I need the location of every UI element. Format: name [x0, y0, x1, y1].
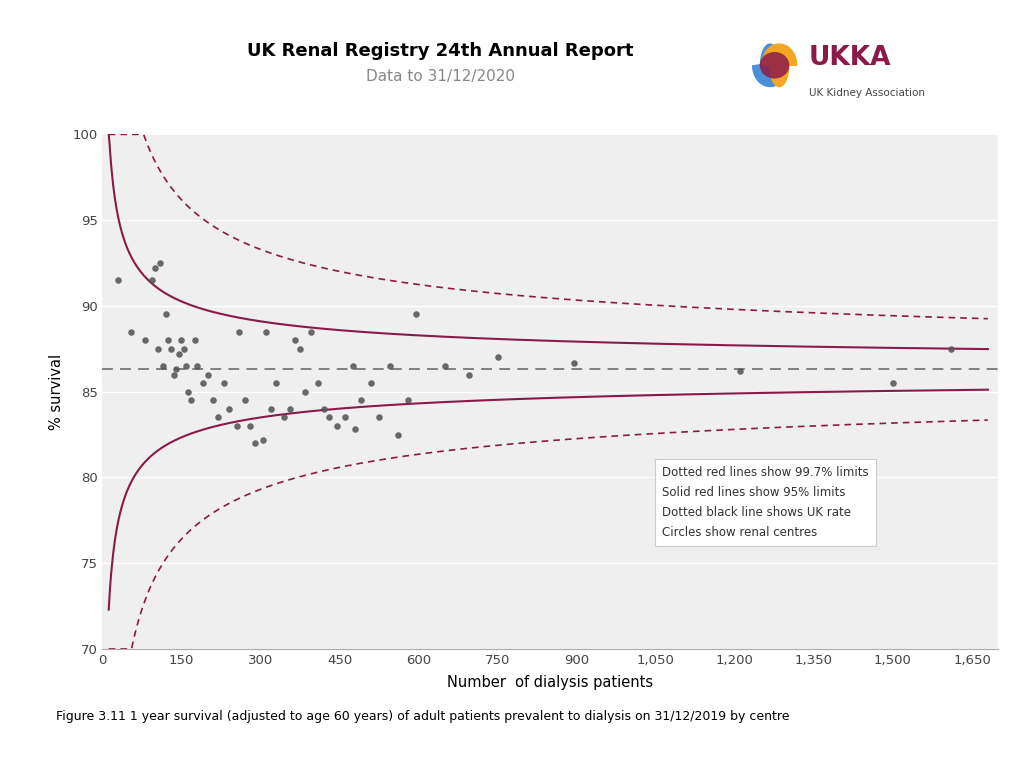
Point [400, 394, 417, 406]
Text: UKKA: UKKA [809, 45, 892, 71]
Text: Data to 31/12/2020: Data to 31/12/2020 [366, 69, 515, 84]
Point [205, 394, 221, 406]
Point [165, 369, 181, 381]
Point [389, 429, 406, 441]
Point [276, 412, 293, 424]
Point [242, 420, 258, 432]
Polygon shape [753, 44, 787, 87]
Point [302, 326, 318, 338]
Point [186, 334, 203, 346]
Point [163, 343, 179, 355]
Point [362, 377, 379, 389]
Text: Dotted red lines show 99.7% limits
Solid red lines show 95% limits
Dotted black : Dotted red lines show 99.7% limits Solid… [663, 466, 869, 539]
Point [179, 386, 196, 398]
Point [200, 369, 216, 381]
Point [231, 326, 248, 338]
Point [182, 394, 199, 406]
Point [228, 420, 245, 432]
Point [160, 334, 176, 346]
Point [310, 377, 327, 389]
Point [282, 402, 298, 415]
Point [292, 343, 308, 355]
Y-axis label: % survival: % survival [49, 353, 63, 430]
Point [176, 343, 193, 355]
Point [337, 412, 353, 424]
Polygon shape [762, 44, 797, 87]
Point [189, 360, 206, 372]
Point [155, 360, 171, 372]
Point [237, 394, 253, 406]
Point [144, 274, 161, 286]
Point [344, 360, 360, 372]
Point [437, 360, 454, 372]
Circle shape [760, 52, 790, 78]
Point [150, 343, 166, 355]
Point [171, 348, 187, 360]
X-axis label: Number  of dialysis patients: Number of dialysis patients [447, 675, 653, 690]
Point [136, 334, 153, 346]
Point [173, 334, 189, 346]
Point [177, 360, 194, 372]
Text: Figure 3.11 1 year survival (adjusted to age 60 years) of adult patients prevale: Figure 3.11 1 year survival (adjusted to… [56, 710, 790, 723]
Point [247, 437, 263, 449]
Point [210, 412, 226, 424]
Point [382, 360, 398, 372]
Point [885, 377, 901, 389]
Point [263, 402, 280, 415]
Text: UK Kidney Association: UK Kidney Association [809, 88, 925, 98]
Point [195, 377, 211, 389]
Point [352, 394, 369, 406]
Point [732, 365, 749, 377]
Point [215, 377, 231, 389]
Point [315, 402, 332, 415]
Point [268, 377, 285, 389]
Point [461, 369, 477, 381]
Point [110, 274, 126, 286]
Point [408, 309, 424, 321]
Point [153, 257, 169, 270]
Point [255, 434, 271, 446]
Text: UK Renal Registry 24th Annual Report: UK Renal Registry 24th Annual Report [247, 42, 634, 60]
Point [123, 326, 139, 338]
Point [347, 423, 364, 435]
Point [371, 412, 387, 424]
Point [168, 363, 184, 376]
Point [287, 334, 303, 346]
Point [943, 343, 959, 355]
Point [146, 262, 163, 274]
Point [297, 386, 313, 398]
Point [158, 309, 174, 321]
Point [221, 402, 238, 415]
Point [258, 326, 274, 338]
Point [566, 356, 583, 369]
Point [329, 420, 345, 432]
Point [489, 351, 506, 363]
Point [321, 412, 337, 424]
